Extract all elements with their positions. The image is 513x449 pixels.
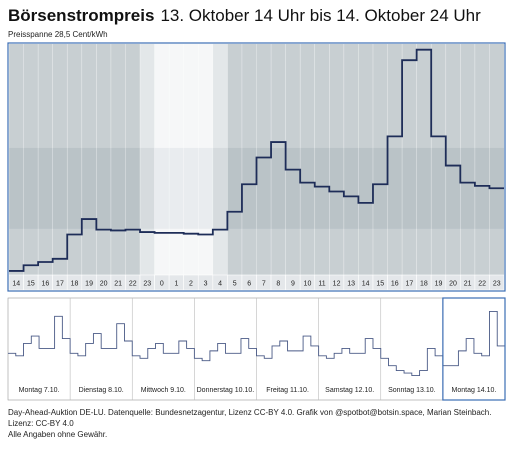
x-tick-label: 15 xyxy=(376,280,384,287)
column-band xyxy=(431,147,446,229)
column-band xyxy=(52,147,68,229)
day-label: Montag 7.10. xyxy=(19,387,60,394)
x-tick-label: 17 xyxy=(405,280,413,287)
x-tick-label: 0 xyxy=(160,280,164,287)
title-main: Börsenstrompreis xyxy=(8,6,155,25)
footer: Day-Ahead-Auktion DE-LU. Datenquelle: Bu… xyxy=(8,407,513,440)
x-tick-label: 13 xyxy=(347,280,355,287)
x-tick-label: 16 xyxy=(41,280,49,287)
column-band xyxy=(81,147,97,229)
column-band xyxy=(212,147,228,229)
column-band xyxy=(9,147,24,229)
x-tick-label: 18 xyxy=(420,280,428,287)
column-band xyxy=(67,147,82,229)
x-tick-label: 22 xyxy=(129,280,137,287)
column-band xyxy=(474,147,490,229)
column-band xyxy=(38,147,53,229)
column-band xyxy=(314,147,330,229)
x-tick-label: 4 xyxy=(218,280,222,287)
column-band xyxy=(198,147,213,229)
x-tick-label: 19 xyxy=(85,280,93,287)
x-tick-label: 3 xyxy=(204,280,208,287)
x-tick-label: 1 xyxy=(174,280,178,287)
column-band xyxy=(271,147,286,229)
column-band xyxy=(358,147,373,229)
x-tick-label: 19 xyxy=(435,280,443,287)
x-tick-label: 21 xyxy=(464,280,472,287)
hour-cell xyxy=(489,274,505,291)
column-band xyxy=(387,147,403,229)
column-band xyxy=(445,147,461,229)
day-label: Montag 14.10. xyxy=(452,387,497,394)
column-band xyxy=(285,147,301,229)
x-tick-label: 17 xyxy=(56,280,64,287)
column-band xyxy=(329,147,344,229)
column-band xyxy=(460,147,475,229)
column-band xyxy=(169,147,184,229)
disclaimer: Alle Angaben ohne Gewähr. xyxy=(8,430,108,439)
column-band xyxy=(23,147,39,229)
column-band xyxy=(372,147,388,229)
overview-line xyxy=(8,310,505,376)
title: Börsenstrompreis 13. Oktober 14 Uhr bis 1… xyxy=(8,6,481,26)
column-band xyxy=(96,147,111,229)
x-tick-label: 10 xyxy=(304,280,312,287)
x-tick-label: 8 xyxy=(276,280,280,287)
x-tick-label: 7 xyxy=(262,280,266,287)
x-tick-label: 15 xyxy=(27,280,35,287)
x-tick-label: 23 xyxy=(493,280,501,287)
charts: 14 15 16 17 18 19 20 21 22 23 0 1 2 3 4 5 6 7 8 9 10 11 12 13 14… xyxy=(7,42,506,401)
day-label: Samstag 12.10. xyxy=(325,387,374,394)
column-band xyxy=(343,147,359,229)
column-band xyxy=(227,147,242,229)
column-band xyxy=(140,147,155,229)
x-tick-label: 14 xyxy=(12,280,20,287)
x-tick-label: 22 xyxy=(478,280,486,287)
x-tick-label: 5 xyxy=(233,280,237,287)
highlight-frame xyxy=(442,297,506,401)
column-band xyxy=(241,147,257,229)
day-label: Donnerstag 10.10. xyxy=(197,387,255,394)
day-label: Mittwoch 9.10. xyxy=(141,387,186,394)
x-tick-label: 6 xyxy=(247,280,251,287)
x-tick-label: 21 xyxy=(114,280,122,287)
x-tick-label: 11 xyxy=(318,280,325,287)
price-line xyxy=(9,48,504,272)
subtitle: Preisspanne 28,5 Cent/kWh xyxy=(8,30,108,39)
x-tick-label: 14 xyxy=(362,280,370,287)
column-band xyxy=(183,147,199,229)
day-label: Sonntag 13.10. xyxy=(388,387,436,394)
x-tick-label: 9 xyxy=(291,280,295,287)
column-band xyxy=(125,147,141,229)
x-tick-label: 18 xyxy=(71,280,79,287)
x-tick-label: 12 xyxy=(333,280,341,287)
x-tick-label: 16 xyxy=(391,280,399,287)
title-range: 13. Oktober 14 Uhr bis 14. Oktober 24 Uh… xyxy=(160,6,481,25)
column-band xyxy=(256,147,272,229)
x-tick-label: 20 xyxy=(449,280,457,287)
x-tick-label: 20 xyxy=(100,280,108,287)
column-band xyxy=(154,147,170,229)
day-label: Dienstag 8.10. xyxy=(79,387,124,394)
x-tick-label: 23 xyxy=(143,280,151,287)
column-band xyxy=(110,147,126,229)
source: Day-Ahead-Auktion DE-LU. Datenquelle: Bu… xyxy=(8,408,492,428)
day-label: Freitag 11.10. xyxy=(266,387,309,394)
column-band xyxy=(416,147,432,229)
x-tick-label: 2 xyxy=(189,280,193,287)
main-frame xyxy=(7,42,506,292)
column-band xyxy=(300,147,315,229)
column-band xyxy=(402,147,417,229)
